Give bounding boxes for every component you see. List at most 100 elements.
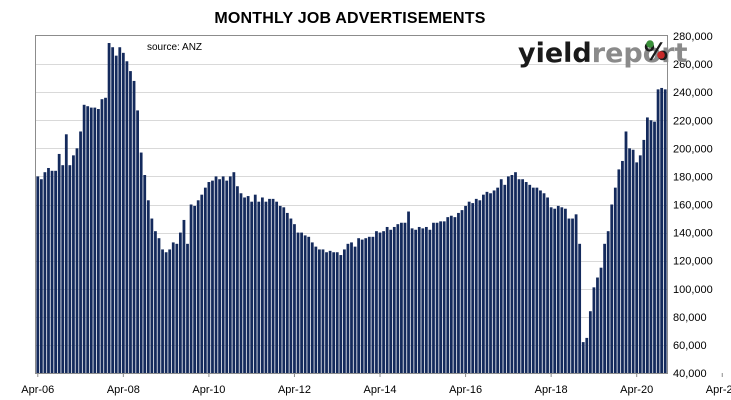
bar <box>175 243 179 373</box>
bar <box>367 236 371 373</box>
bar <box>357 238 361 373</box>
bar <box>350 242 353 373</box>
bar <box>132 80 136 374</box>
bar <box>196 200 200 373</box>
bar <box>660 87 664 373</box>
bar <box>107 43 111 374</box>
bar <box>642 139 646 373</box>
bar <box>531 187 535 373</box>
bar <box>211 180 214 373</box>
bar <box>535 187 539 373</box>
x-tick-label: Apr-06 <box>21 384 54 396</box>
bar <box>243 197 246 373</box>
bar <box>506 176 510 373</box>
logo-green-dot <box>646 40 654 48</box>
bar <box>342 249 346 373</box>
bar <box>503 184 507 373</box>
bar <box>303 235 307 373</box>
bar <box>442 221 446 373</box>
bar <box>435 222 439 373</box>
bar <box>250 201 254 373</box>
bar <box>100 99 104 373</box>
bar <box>410 228 414 373</box>
bar <box>510 175 514 373</box>
y-tick-label: 220,000 <box>673 115 713 127</box>
bar <box>606 231 610 373</box>
bar <box>514 172 517 373</box>
bar <box>603 243 606 373</box>
bar <box>581 342 585 373</box>
bar <box>282 207 286 373</box>
bar <box>164 252 168 373</box>
bar <box>585 337 589 373</box>
bar <box>432 222 435 373</box>
bar <box>389 229 393 373</box>
logo-text-light: report <box>592 38 688 69</box>
bar <box>617 169 621 373</box>
bar <box>492 190 496 373</box>
bar <box>474 198 478 373</box>
bar <box>385 226 389 373</box>
x-tick-label: Apr-08 <box>107 384 140 396</box>
bar <box>157 238 161 373</box>
bar <box>653 121 656 374</box>
bar <box>186 243 189 373</box>
bar <box>564 208 567 373</box>
bar <box>360 239 364 373</box>
bar <box>150 218 154 373</box>
bar <box>646 117 649 373</box>
bar <box>82 104 86 374</box>
bar <box>97 109 100 374</box>
y-tick-label: 160,000 <box>673 200 713 212</box>
bar <box>154 231 157 373</box>
bar <box>200 194 204 373</box>
bar <box>467 201 471 373</box>
bar <box>542 193 546 373</box>
bar <box>631 149 635 373</box>
bar <box>638 155 642 373</box>
bar <box>118 47 122 373</box>
bar <box>39 179 43 373</box>
bar <box>218 179 221 373</box>
bar <box>471 203 475 373</box>
bar <box>613 187 617 373</box>
bar <box>449 215 453 373</box>
x-tick-label: Apr-12 <box>278 384 311 396</box>
y-tick-label: 140,000 <box>673 228 713 240</box>
y-tick-label: 120,000 <box>673 256 713 268</box>
bar <box>346 243 350 373</box>
bar <box>214 176 218 373</box>
bar <box>596 277 599 373</box>
bar <box>549 207 553 373</box>
bar <box>314 246 318 374</box>
chart-title: MONTHLY JOB ADVERTISEMENTS <box>214 10 486 27</box>
bar <box>574 214 578 373</box>
x-tick-label: Apr-18 <box>535 384 568 396</box>
bar <box>464 205 467 373</box>
bar <box>578 243 582 373</box>
bar <box>89 107 93 374</box>
bar <box>628 148 631 373</box>
bar <box>421 228 425 373</box>
bar <box>460 210 464 373</box>
bar <box>321 249 325 373</box>
bar <box>93 107 97 374</box>
bar <box>289 218 293 373</box>
bar <box>382 231 385 373</box>
bar <box>57 153 61 373</box>
bar <box>407 211 410 373</box>
x-tick-label: Apr-22 <box>706 384 731 396</box>
bar <box>296 232 300 373</box>
bar <box>635 162 639 374</box>
bar <box>371 236 375 373</box>
bar <box>189 204 193 373</box>
bar <box>453 217 457 373</box>
logo-text-dark: yield <box>518 38 592 69</box>
bar <box>275 201 279 373</box>
y-tick-label: 280,000 <box>673 31 713 43</box>
bar <box>335 252 339 373</box>
bar <box>588 311 592 373</box>
bar <box>546 197 549 373</box>
y-tick-label: 40,000 <box>673 368 707 380</box>
source-annotation: source: ANZ <box>147 42 202 53</box>
